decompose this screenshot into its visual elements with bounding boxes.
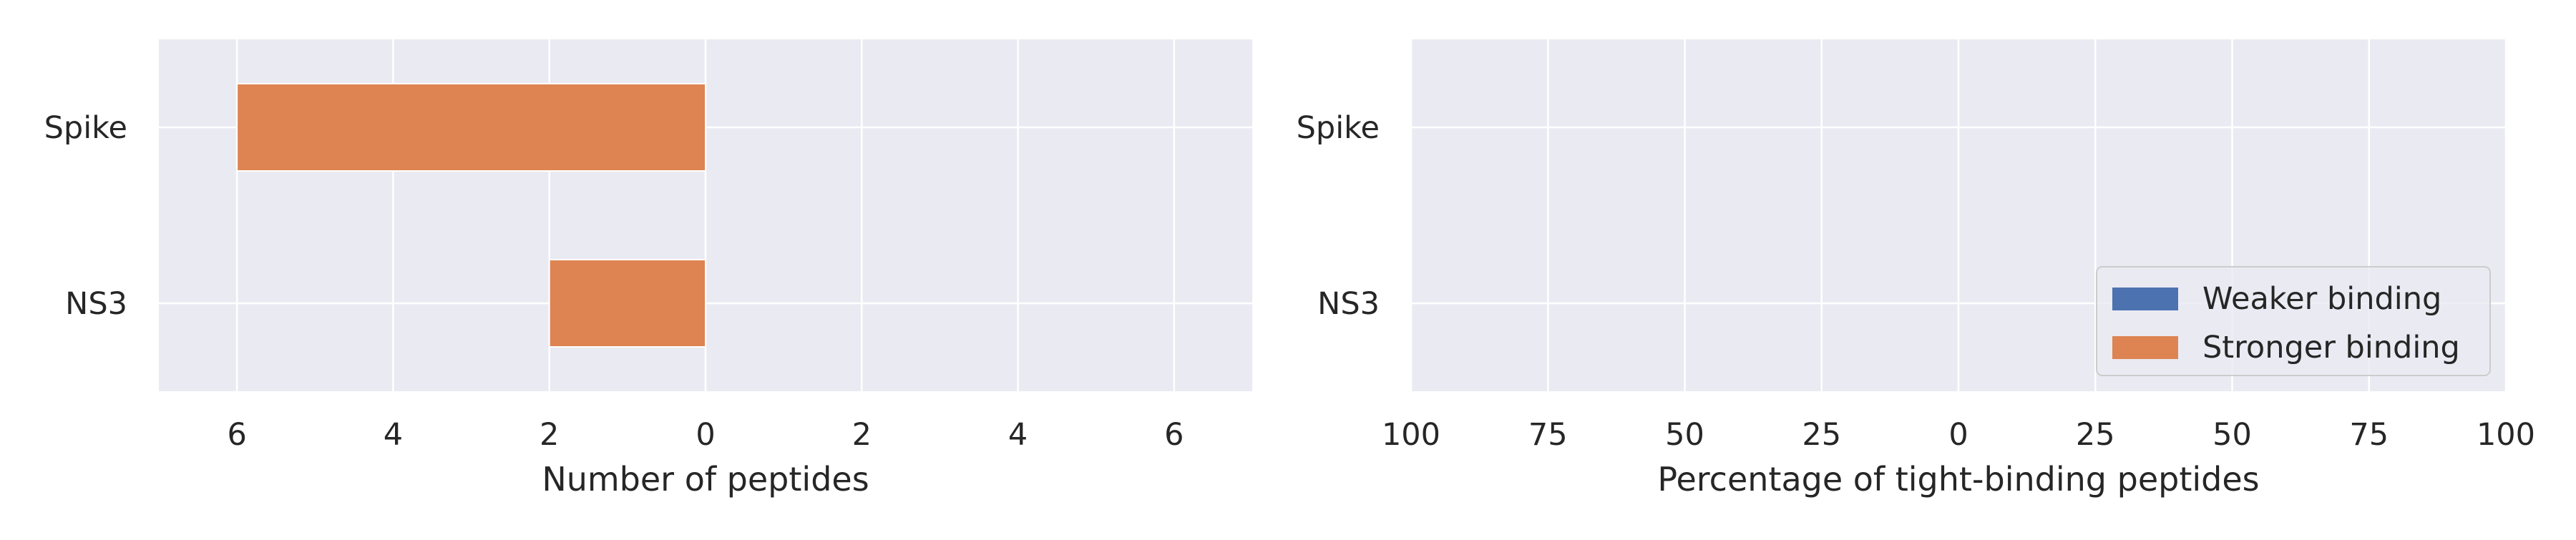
x-tick-label: 75: [1528, 417, 1568, 453]
x-tick-label: 25: [1802, 417, 1841, 453]
x-tick-label: 2: [852, 417, 872, 453]
legend-entry-label: Weaker binding: [2202, 281, 2441, 317]
x-tick-label: 2: [540, 417, 559, 453]
x-tick-label: 100: [1382, 417, 1440, 453]
x-tick-label: 6: [1164, 417, 1184, 453]
x-tick-label: 25: [2076, 417, 2115, 453]
x-tick-label: 4: [384, 417, 403, 453]
legend-box: [2096, 266, 2491, 376]
x-axis-label: Number of peptides: [542, 460, 869, 499]
chart-panel-2: Spike NS3 100 75 50 25 0 25 50 75 100 Percentage of…: [1297, 39, 2535, 499]
y-tick-label: NS3: [65, 286, 127, 322]
x-tick-label: 6: [227, 417, 246, 453]
legend-swatch: [2112, 336, 2178, 359]
y-tick-label: Spike: [1297, 110, 1380, 146]
x-tick-label: 50: [1665, 417, 1704, 453]
x-tick-label: 0: [1948, 417, 1968, 453]
x-tick-label: 4: [1008, 417, 1028, 453]
x-tick-label: 50: [2212, 417, 2252, 453]
bar-stronger-binding-spike: [236, 83, 706, 172]
bar-stronger-binding-ns3: [548, 259, 707, 348]
x-tick-label: 75: [2349, 417, 2389, 453]
x-axis-label: Percentage of tight-binding peptides: [1657, 460, 2259, 499]
chart-panel-1: Spike NS3 6 4 2 0 2 4 6 Number of peptides: [44, 39, 1252, 499]
x-tick-label: 0: [696, 417, 715, 453]
y-tick-label: NS3: [1317, 286, 1380, 322]
legend-entry-label: Stronger binding: [2202, 330, 2460, 365]
y-tick-label: Spike: [44, 110, 127, 146]
legend-swatch: [2112, 288, 2178, 310]
legend: Weaker binding Stronger binding: [2096, 266, 2491, 376]
x-tick-label: 100: [2477, 417, 2535, 453]
